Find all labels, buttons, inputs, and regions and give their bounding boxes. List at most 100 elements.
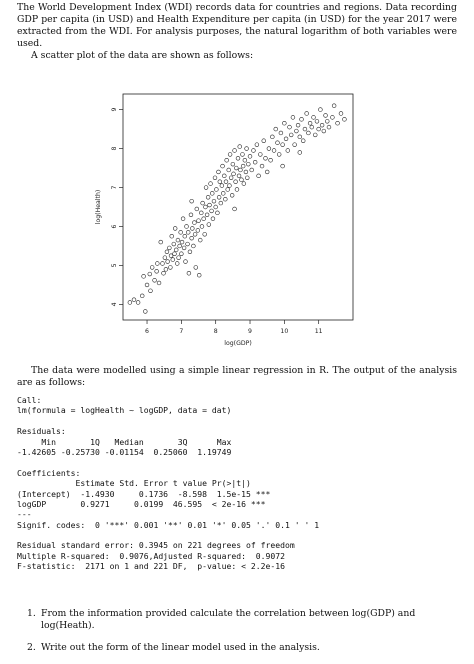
scatter-point <box>148 288 153 293</box>
scatter-point <box>266 146 272 151</box>
scatter-point <box>197 272 202 278</box>
scatter-point <box>143 309 148 314</box>
scatter-point <box>190 226 195 231</box>
scatter-point <box>285 148 290 153</box>
scatter-point <box>223 179 229 184</box>
scatter-point <box>304 111 309 116</box>
scatter-point <box>192 232 198 237</box>
scatter-point <box>222 173 227 179</box>
r-output-line: logGDP 0.9271 0.0199 46.595 < 2e-16 *** <box>17 498 266 509</box>
scatter-point <box>195 228 201 233</box>
scatter-point <box>140 293 145 299</box>
scatter-point <box>316 126 321 132</box>
scatter-point <box>210 216 216 221</box>
scatter-point <box>309 124 315 130</box>
scatter-point <box>258 152 263 157</box>
scatter-point <box>335 121 340 126</box>
scatter-point <box>229 193 235 198</box>
scatter-point <box>251 148 256 153</box>
scatter-point <box>144 282 150 288</box>
scatter-point <box>240 152 245 157</box>
scatter-point <box>207 202 212 208</box>
scatter-point <box>217 179 223 184</box>
r-output-line: --- <box>17 509 32 520</box>
plot-frame <box>122 93 354 321</box>
scatter-point <box>231 171 236 177</box>
scatter-intro-line: A scatter plot of the data are shown as … <box>31 50 254 61</box>
question-item: 1. From the information provided calcula… <box>27 608 467 632</box>
r-output-line: Residual standard error: 0.3945 on 221 d… <box>17 540 295 551</box>
model-paragraph: The data were modelled using a simple li… <box>17 365 457 388</box>
scatter-point <box>199 224 205 229</box>
scatter-point <box>297 150 302 155</box>
scatter-point <box>230 161 236 167</box>
scatter-point <box>275 140 280 145</box>
scatter-point <box>168 265 173 270</box>
r-output-line <box>17 530 319 540</box>
scatter-point <box>202 232 207 237</box>
y-axis-label: log(Health) <box>95 190 102 225</box>
scatter-point <box>164 249 170 255</box>
scatter-point <box>236 173 242 179</box>
scatter-point <box>323 113 328 118</box>
scatter-point <box>189 198 194 204</box>
y-tick-label: 4 <box>111 302 118 306</box>
scatter-point <box>198 237 203 243</box>
scatter-point <box>127 300 133 305</box>
scatter-point <box>259 163 265 169</box>
scatter-point <box>175 237 181 243</box>
scatter-point <box>196 218 201 223</box>
scatter-point <box>171 241 177 247</box>
scatter-point <box>223 197 228 202</box>
scatter-point <box>218 200 224 206</box>
scatter-point <box>189 235 194 241</box>
scatter-point <box>240 163 246 169</box>
scatter-point <box>338 111 344 116</box>
scatter-point <box>147 271 152 277</box>
model-description: The data were modelled using a simple li… <box>17 365 457 389</box>
scatter-point <box>232 148 237 153</box>
scatter-point <box>321 128 327 134</box>
scatter-point <box>170 257 175 262</box>
scatter-point <box>179 239 185 245</box>
scatter-point <box>154 269 159 274</box>
scatter-plot-svg: 6 7 8 9 10 11 4 5 6 7 8 9 log(GDP) log(Health) <box>95 93 354 347</box>
scatter-point <box>203 185 209 190</box>
scatter-point <box>194 206 200 212</box>
scatter-point <box>219 183 225 188</box>
scatter-point <box>183 259 188 264</box>
intro-text: The World Development Index (WDI) record… <box>17 2 457 62</box>
scatter-point <box>228 175 234 180</box>
scatter-point <box>249 167 254 173</box>
scatter-point <box>233 179 238 184</box>
r-output-block: Call: lm(formula = logHealth ~ logGDP, da… <box>17 395 319 572</box>
scatter-point <box>225 187 230 192</box>
scatter-point <box>282 121 287 126</box>
scatter-point <box>178 230 183 235</box>
scatter-point <box>162 255 168 260</box>
scatter-point <box>211 198 217 204</box>
scatter-point <box>234 165 239 171</box>
x-tick-label: 10 <box>280 328 288 335</box>
scatter-point <box>254 142 260 147</box>
scatter-point <box>299 117 304 122</box>
scatter-point <box>191 243 196 249</box>
r-output-line <box>17 416 319 426</box>
scatter-point <box>186 230 191 235</box>
scatter-point <box>273 126 278 132</box>
scatter-point <box>241 181 247 186</box>
intro-paragraph: The World Development Index (WDI) record… <box>17 2 457 49</box>
scatter-point <box>289 132 294 138</box>
scatter-point <box>200 200 205 206</box>
r-output-line: Signif. codes: 0 '***' 0.001 '**' 0.01 '… <box>17 519 320 530</box>
scatter-point <box>182 234 187 239</box>
scatter-point <box>276 152 282 157</box>
scatter-point <box>318 107 323 112</box>
question-text: From the information provided calculate … <box>41 608 416 631</box>
scatter-point <box>180 216 186 221</box>
scatter-point <box>263 156 268 161</box>
y-tick-label: 5 <box>111 263 118 267</box>
scatter-point <box>221 191 226 196</box>
scatter-point <box>330 115 335 120</box>
scatter-point <box>216 195 222 200</box>
